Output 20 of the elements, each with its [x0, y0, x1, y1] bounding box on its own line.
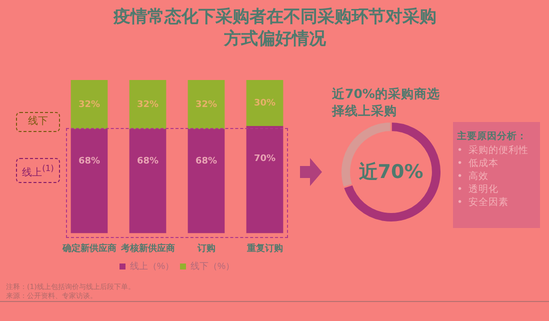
legend-label: 线上（%） — [130, 260, 174, 271]
data-label: 32% — [136, 100, 159, 110]
legend-label: 线下（%） — [190, 260, 235, 271]
text: 线上$^{(1)}$ — [16, 158, 60, 184]
chart-title: 近70%的采购商选择线上采购 — [332, 85, 441, 119]
x-tick-label: 订购 — [196, 243, 216, 254]
data-label: 70% — [254, 154, 276, 164]
text: 近70% — [358, 160, 424, 185]
data-label: 32% — [195, 100, 218, 110]
data-label: 32% — [78, 100, 100, 110]
data-label: 68% — [78, 156, 100, 166]
text-panel: 主要原因分析： • 采购的便利性 • 低成本 • 高效 • 透明化 • 安全因素 — [453, 122, 540, 228]
text: 线下 — [16, 112, 60, 132]
x-tick-label: 考核新供应商 — [120, 243, 175, 254]
x-tick-label: 重复订购 — [246, 243, 283, 254]
x-tick-label: 确定新供应商 — [61, 243, 116, 254]
data-label: 68% — [136, 156, 159, 166]
data-label: 68% — [195, 156, 218, 166]
chart-title: 疫情常态化下采购者在不同采购环节对采购方式偏好情况 — [112, 6, 438, 50]
data-label: 30% — [254, 98, 276, 108]
